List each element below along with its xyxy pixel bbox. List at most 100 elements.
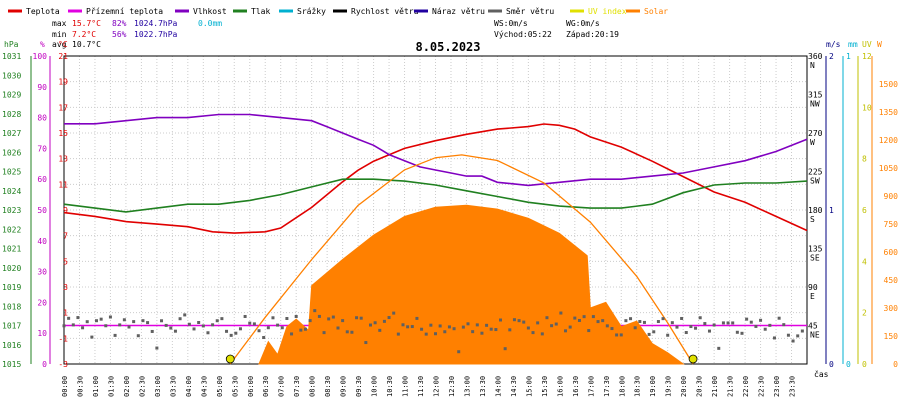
y-tick-solar: 1050 bbox=[879, 164, 898, 173]
y-tick-uv: 2 bbox=[862, 309, 867, 318]
stat-avg-temp: 10.7°C bbox=[72, 40, 101, 49]
wind-direction-point bbox=[382, 319, 386, 323]
wind-direction-point bbox=[508, 328, 512, 332]
x-tick-label: 03:30 bbox=[169, 376, 177, 397]
x-tick-label: 15:00 bbox=[525, 376, 533, 397]
wind-direction-point bbox=[336, 326, 340, 330]
wind-direction-point bbox=[197, 320, 201, 324]
stat-max-rain: 0.0mm bbox=[198, 19, 222, 28]
wind-direction-point bbox=[596, 320, 600, 324]
y-tick-temperature: 3 bbox=[63, 283, 68, 292]
y-tick-uv: 0 bbox=[862, 360, 867, 369]
x-tick-label: 11:00 bbox=[402, 376, 410, 397]
y-tick-pressure: 1025 bbox=[2, 168, 21, 177]
x-tick-label: 11:30 bbox=[417, 376, 425, 397]
y-tick-humidity: 30 bbox=[37, 268, 47, 277]
wind-direction-point bbox=[633, 326, 637, 330]
unit-temperature: °C bbox=[58, 40, 68, 49]
wind-direction-point bbox=[150, 329, 154, 333]
wind-direction-point bbox=[392, 311, 396, 315]
wind-direction-point bbox=[108, 315, 112, 319]
y-tick-pressure: 1029 bbox=[2, 91, 21, 100]
y-tick-humidity: 50 bbox=[37, 206, 47, 215]
x-tick-label: 20:30 bbox=[696, 376, 704, 397]
y-tick-pressure: 1024 bbox=[2, 187, 21, 196]
wind-direction-point bbox=[735, 330, 739, 334]
stat-sunset: Západ:20:19 bbox=[566, 30, 619, 39]
wind-direction-point bbox=[745, 317, 749, 321]
y-tick-direction: 135 bbox=[808, 245, 823, 254]
y-tick-direction-name: S bbox=[810, 215, 815, 224]
wind-direction-point bbox=[401, 323, 405, 327]
y-tick-temperature: 13 bbox=[58, 155, 68, 164]
y-tick-direction: 225 bbox=[808, 168, 823, 177]
wind-direction-point bbox=[294, 314, 298, 318]
wind-direction-point bbox=[461, 325, 465, 329]
y-tick-pressure: 1030 bbox=[2, 71, 21, 80]
wind-direction-point bbox=[331, 315, 335, 319]
wind-direction-point bbox=[721, 321, 725, 325]
wind-direction-point bbox=[225, 329, 229, 333]
x-tick-label: 13:00 bbox=[463, 376, 471, 397]
wind-direction-point bbox=[285, 317, 289, 321]
y-tick-direction-name: NW bbox=[810, 100, 820, 109]
legend-label-rain: Srážky bbox=[297, 7, 326, 16]
wind-direction-point bbox=[211, 323, 215, 327]
y-tick-temperature: 11 bbox=[58, 180, 68, 189]
y-tick-pressure: 1019 bbox=[2, 283, 21, 292]
legend-label-press: Tlak bbox=[251, 7, 270, 16]
stat-sunrise: Východ:05:22 bbox=[494, 30, 552, 39]
y-tick-uv: 12 bbox=[862, 52, 872, 61]
wind-direction-point bbox=[485, 323, 489, 327]
y-tick-uv: 8 bbox=[862, 155, 867, 164]
wind-direction-point bbox=[122, 318, 126, 322]
wind-direction-point bbox=[118, 323, 122, 327]
y-tick-pressure: 1021 bbox=[2, 245, 21, 254]
wind-direction-point bbox=[522, 320, 526, 324]
wind-direction-point bbox=[81, 326, 85, 330]
wind-direction-point bbox=[531, 331, 535, 335]
wind-direction-point bbox=[661, 317, 665, 321]
y-tick-solar: 1200 bbox=[879, 136, 898, 145]
wind-direction-point bbox=[577, 318, 581, 322]
x-tick-label: 00:30 bbox=[76, 376, 84, 397]
x-tick-label: 05:30 bbox=[231, 376, 239, 397]
y-tick-temperature: 9 bbox=[63, 206, 68, 215]
wind-direction-point bbox=[420, 327, 424, 331]
y-tick-solar: 1500 bbox=[879, 80, 898, 89]
wind-direction-point bbox=[415, 316, 419, 320]
wind-direction-point bbox=[308, 319, 312, 323]
wind-direction-point bbox=[545, 316, 549, 320]
wind-direction-point bbox=[796, 334, 800, 338]
stat-ws: WS:0m/s bbox=[494, 19, 528, 28]
sun-marker bbox=[688, 354, 698, 364]
y-tick-solar: 300 bbox=[884, 304, 899, 313]
wind-direction-point bbox=[786, 333, 790, 337]
series-solar_theory-line bbox=[229, 154, 694, 365]
x-tick-label: 14:00 bbox=[494, 376, 502, 397]
wind-direction-point bbox=[276, 323, 280, 327]
y-tick-uv: 10 bbox=[862, 103, 872, 112]
x-tick-label: 15:30 bbox=[541, 376, 549, 397]
wind-direction-point bbox=[512, 318, 516, 322]
y-tick-pressure: 1015 bbox=[2, 360, 21, 369]
unit-pressure: hPa bbox=[4, 40, 19, 49]
y-tick-pressure: 1026 bbox=[2, 148, 21, 157]
wind-direction-point bbox=[573, 316, 577, 320]
wind-direction-point bbox=[619, 333, 623, 337]
x-tick-label: 08:00 bbox=[309, 376, 317, 397]
y-tick-solar: 150 bbox=[884, 332, 899, 341]
x-tick-label: 08:30 bbox=[324, 376, 332, 397]
legend-label-temp: Teplota bbox=[26, 7, 60, 16]
wind-direction-point bbox=[536, 321, 540, 325]
wind-direction-point bbox=[503, 347, 507, 351]
x-tick-label: 21:00 bbox=[711, 376, 719, 397]
y-tick-temperature: -1 bbox=[58, 334, 68, 343]
wind-direction-point bbox=[554, 322, 558, 326]
y-tick-solar: 750 bbox=[884, 220, 899, 229]
y-tick-temperature: 7 bbox=[63, 232, 68, 241]
x-tick-label: 01:30 bbox=[107, 376, 115, 397]
x-tick-label: 10:00 bbox=[371, 376, 379, 397]
y-tick-direction: 315 bbox=[808, 91, 823, 100]
wind-direction-point bbox=[396, 332, 400, 336]
